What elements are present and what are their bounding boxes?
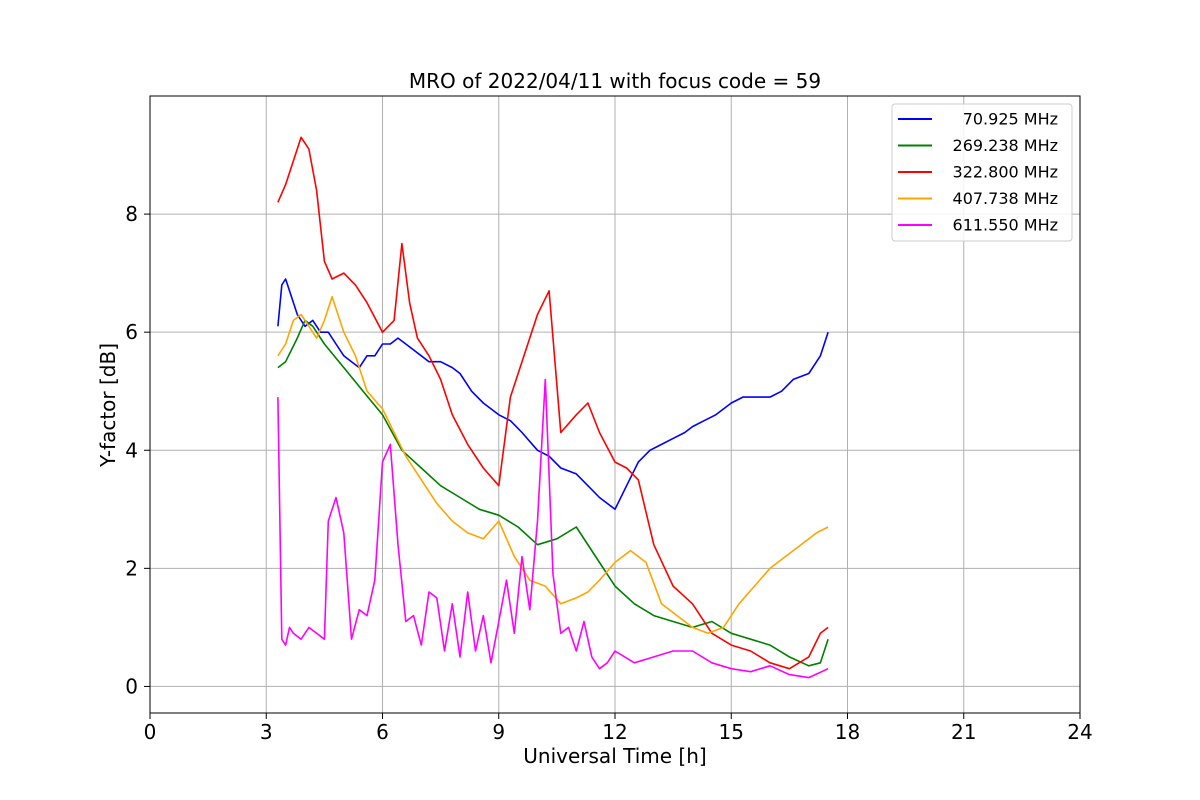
legend-label: 611.550 MHz xyxy=(953,216,1058,235)
x-tick-label: 0 xyxy=(144,720,157,744)
x-tick-label: 15 xyxy=(719,720,744,744)
legend-label: 269.238 MHz xyxy=(953,136,1058,155)
y-tick-label: 2 xyxy=(125,556,138,580)
legend-label: 407.738 MHz xyxy=(953,189,1058,208)
x-ticks: 0 3 6 9 12 15 18 21 24 xyxy=(144,713,1093,744)
legend-label: 70.925 MHz xyxy=(963,110,1058,129)
series-line xyxy=(277,136,829,670)
series-layer xyxy=(277,136,829,679)
x-tick-label: 12 xyxy=(602,720,627,744)
series-line xyxy=(277,378,829,679)
x-tick-label: 9 xyxy=(492,720,505,744)
y-tick-label: 4 xyxy=(125,438,138,462)
series-line xyxy=(277,278,829,511)
x-tick-label: 24 xyxy=(1067,720,1092,744)
y-tick-label: 0 xyxy=(125,674,138,698)
x-tick-label: 6 xyxy=(376,720,389,744)
x-axis-title: Universal Time [h] xyxy=(523,744,706,768)
legend: 70.925 MHz 269.238 MHz 322.800 MHz 407.738 … xyxy=(891,103,1073,242)
x-tick-label: 18 xyxy=(835,720,860,744)
y-tick-label: 6 xyxy=(125,320,138,344)
x-tick-label: 21 xyxy=(951,720,976,744)
series-line xyxy=(277,295,829,635)
y-tick-label: 8 xyxy=(125,202,138,226)
series-line xyxy=(277,319,829,667)
chart-title: MRO of 2022/04/11 with focus code = 59 xyxy=(409,69,821,93)
legend-label: 322.800 MHz xyxy=(953,163,1058,182)
legend-box xyxy=(891,103,1073,242)
x-tick-label: 3 xyxy=(260,720,273,744)
y-ticks: 0 2 4 6 8 xyxy=(125,202,150,698)
y-axis-title: Y-factor [dB] xyxy=(96,343,120,468)
